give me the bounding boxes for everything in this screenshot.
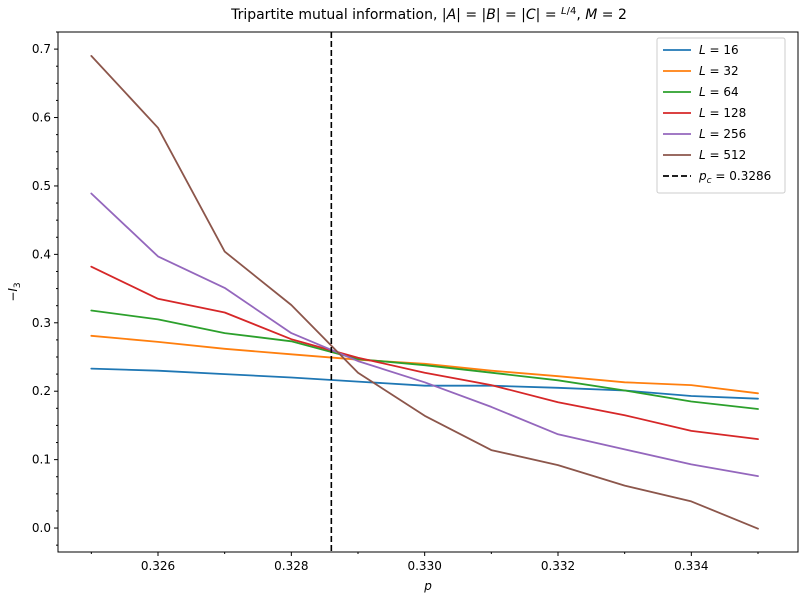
legend-label: L = 256 — [699, 127, 746, 141]
y-tick-label: 0.2 — [32, 384, 51, 398]
y-tick-label: 0.7 — [32, 42, 51, 56]
legend-label: L = 32 — [699, 64, 739, 78]
y-axis: 0.0 0.1 0.2 0.3 0.4 0.5 0.6 0.7 — [32, 31, 58, 546]
legend-label: L = 64 — [699, 85, 739, 99]
legend: L = 16 L = 32 L = 64 L = 128 L = 256 L = 512 p… — [656, 37, 786, 194]
chart-title: Tripartite mutual information, |A| = |B|… — [230, 6, 627, 23]
y-tick-label: 0.6 — [32, 111, 51, 125]
series-line-l-32 — [90, 334, 759, 395]
y-tick-label: 0.1 — [32, 453, 51, 467]
x-tick-label: 0.334 — [674, 559, 708, 573]
plot-frame — [57, 31, 799, 553]
x-tick-label: 0.328 — [274, 559, 308, 573]
series-line-l-64 — [90, 309, 759, 410]
x-tick-label: 0.330 — [407, 559, 441, 573]
y-tick-label: 0.0 — [32, 521, 51, 535]
legend-label: L = 512 — [699, 148, 746, 162]
y-tick-label: 0.3 — [32, 316, 51, 330]
series-line-l-16 — [90, 367, 759, 400]
x-tick-label: 0.326 — [141, 559, 175, 573]
legend-label: L = 16 — [699, 43, 739, 57]
y-tick-label: 0.4 — [32, 247, 51, 261]
legend-label: L = 128 — [699, 106, 746, 120]
legend-items: L = 16 L = 32 L = 64 L = 128 L = 256 L = 512 p… — [663, 43, 771, 186]
x-tick-label: 0.332 — [541, 559, 575, 573]
series-line-l-256 — [90, 192, 759, 478]
x-axis-label: p — [423, 579, 432, 593]
y-axis-label: −I3 — [6, 282, 23, 301]
series-layer — [90, 55, 759, 530]
legend-label: pc = 0.3286 — [698, 169, 771, 186]
series-line-l-512 — [90, 55, 759, 530]
y-tick-label: 0.5 — [32, 179, 51, 193]
x-axis: 0.326 0.328 0.330 0.332 0.334 — [90, 552, 759, 573]
series-line-l-128 — [90, 265, 759, 441]
